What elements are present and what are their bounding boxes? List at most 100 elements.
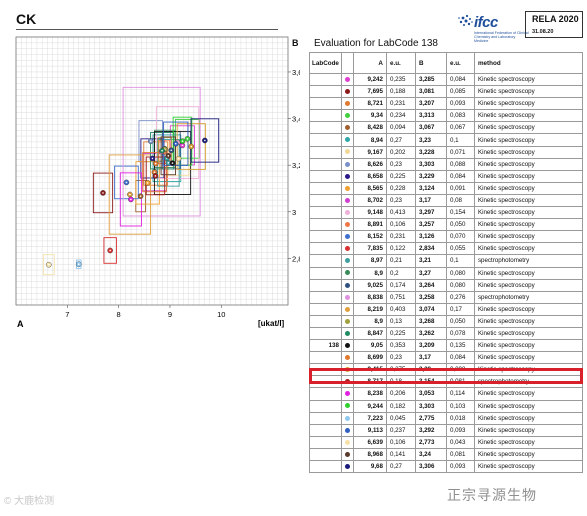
panel-label-a: A [17,319,24,329]
b-uncertainty-cell: 0,088 [445,157,475,171]
series-color-dot [344,330,350,336]
b-uncertainty-cell: 0,080 [445,266,475,280]
method-cell: Kinetic spectroscopy [473,169,584,183]
a-uncertainty-cell: 0,206 [385,387,416,401]
series-color-dot [344,391,350,397]
labcode-cell [309,218,342,232]
a-value-cell: 8,702 [352,193,387,208]
a-uncertainty-cell: 0,106 [385,435,416,449]
series-color-dot [344,137,350,143]
a-uncertainty-cell: 0,141 [385,447,416,462]
method-cell: Kinetic spectroscopy [473,72,584,87]
labcode-cell [309,411,342,425]
data-point-center [177,157,180,160]
b-uncertainty-cell: 0,1 [445,254,475,268]
uncertainty-box [135,161,160,205]
series-color-dot [344,209,350,215]
col-header-method: method [473,52,584,74]
labcode-cell: 138 [309,339,342,353]
table-body: 9,242 0,235 3,285 0,084 Kinetic spectroscopy… [309,72,584,474]
y-tick-label: 3,4 [292,115,300,124]
series-color-dot [344,89,350,94]
a-value-cell: 9,34 [352,109,387,123]
marker-cell [340,157,354,171]
evaluation-title: Evaluation for LabCode 138 [314,38,438,49]
a-value-cell: 8,219 [352,302,387,316]
youden-chart: 7 8 9 10 2,8 3 3,2 3,4 3,6 [ukat/l] A [15,36,300,329]
method-cell: Kinetic spectroscopy [473,109,584,123]
data-point-center [129,193,131,196]
col-header-eu-b: e.u. [445,52,475,74]
marker-cell [340,121,354,135]
b-uncertainty-cell: 0,018 [445,411,475,425]
method-cell: Kinetic spectroscopy [473,423,584,437]
series-color-dot [344,234,350,240]
method-cell: Kinetic spectroscopy [473,181,584,195]
x-tick-label: 10 [217,310,225,319]
marker-cell [340,97,354,111]
rela-date: 31.08.20 [532,29,554,35]
labcode-cell [309,121,342,135]
b-uncertainty-cell: 0,084 [445,72,475,87]
b-uncertainty-cell: 0,080 [445,278,475,292]
b-uncertainty-cell: 0,067 [445,121,475,135]
marker-cell [340,399,354,413]
labcode-cell [309,266,342,280]
a-value-cell: 8,238 [352,387,387,401]
b-value-cell: 2,834 [414,242,447,256]
a-uncertainty-cell: 0,182 [385,399,416,413]
data-point-center [181,144,184,147]
method-cell: Kinetic spectroscopy [473,145,584,159]
b-uncertainty-cell: 0,17 [445,302,475,316]
page-title: CK [16,11,37,27]
plot-frame [15,36,289,306]
b-value-cell: 3,081 [414,85,447,99]
labcode-cell [309,85,342,99]
series-color-dot [344,439,350,445]
marker-cell [340,109,354,123]
labcode-cell [309,72,342,87]
table-row: 8,626 0,23 3,303 0,088 Kinetic spectroscopy [309,157,584,171]
series-color-dot [344,282,350,288]
x-tick-label: 8 [117,310,121,319]
a-value-cell: 8,152 [352,230,387,244]
uncertainty-box [119,172,142,227]
a-uncertainty-cell: 0,231 [385,230,416,244]
labcode-cell [309,387,342,401]
marker-cell [340,435,354,449]
table-row: 8,94 0,27 3,23 0,1 Kinetic spectroscopy [309,133,584,147]
method-cell: Kinetic spectroscopy [473,302,584,316]
labcode-cell [309,145,342,159]
method-cell: spectrophotometry [473,290,584,304]
a-value-cell: 7,223 [352,411,387,425]
b-uncertainty-cell: 0,276 [445,290,475,304]
a-value-cell: 8,9 [352,314,387,328]
a-uncertainty-cell: 0,235 [385,72,416,87]
watermark-right: 正宗寻源生物 [447,487,537,503]
method-cell: Kinetic spectroscopy [473,266,584,280]
uncertainty-box [92,172,114,214]
col-header-marker [340,52,354,74]
a-uncertainty-cell: 0,353 [385,339,416,353]
a-value-cell: 8,94 [352,133,387,147]
labcode-cell [309,447,342,462]
rela-badge [525,11,583,38]
labcode-cell [309,242,342,256]
table-row: 6,639 0,106 2,773 0,043 Kinetic spectroscopy [309,435,584,449]
highlight-box-labcode-138 [309,368,583,384]
series-color-dot [344,246,350,252]
table-row: 7,695 0,188 3,081 0,085 Kinetic spectroscopy [309,85,584,99]
table-row: 8,9 0,13 3,268 0,050 Kinetic spectroscopy [309,314,584,328]
labcode-cell [309,181,342,195]
method-cell: Kinetic spectroscopy [473,435,584,449]
b-value-cell: 3,303 [414,399,447,413]
data-point-center [190,145,193,148]
series-color-dot [344,306,350,312]
a-value-cell: 8,721 [352,97,387,111]
data-points [45,136,208,268]
method-cell: spectrophotometry [473,254,584,268]
method-cell: Kinetic spectroscopy [473,97,584,111]
a-uncertainty-cell: 0,231 [385,97,416,111]
b-value-cell: 3,074 [414,302,447,316]
marker-cell [340,206,354,220]
